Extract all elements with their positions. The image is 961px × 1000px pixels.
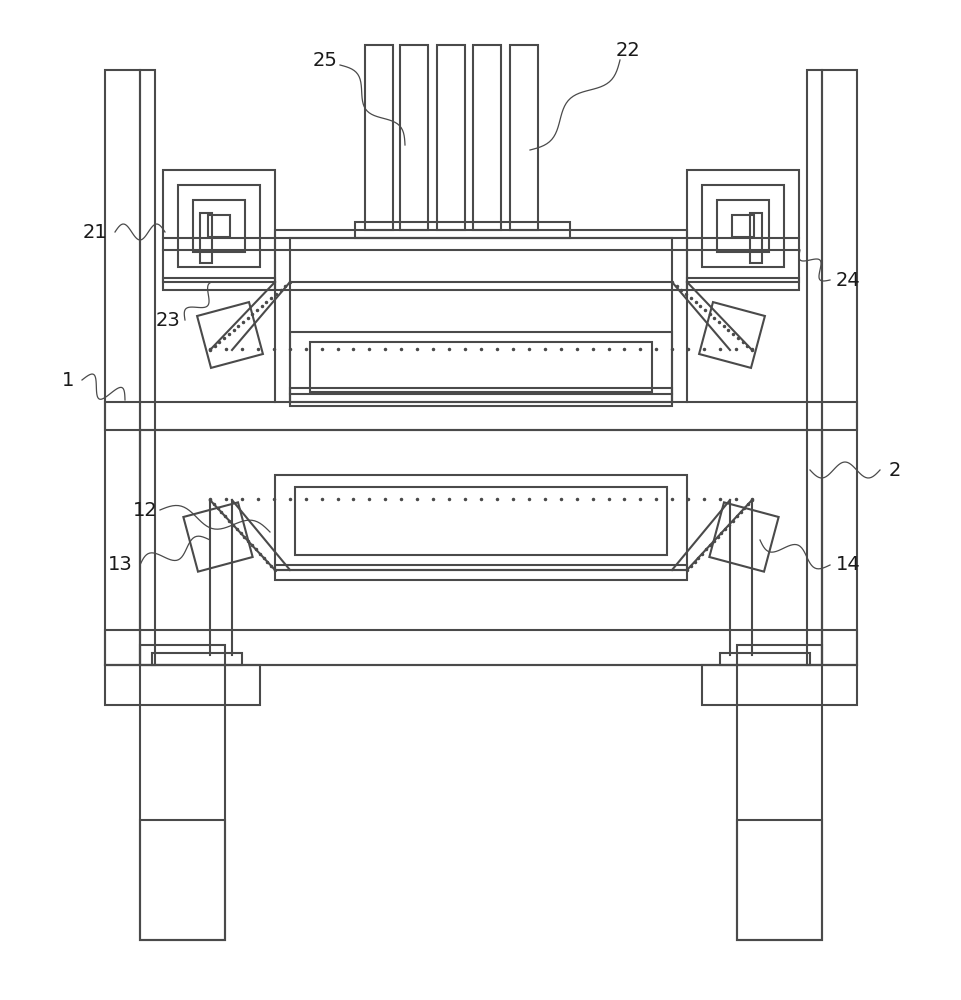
Bar — [750, 213, 761, 263]
Bar — [289, 332, 672, 402]
Polygon shape — [708, 502, 777, 572]
Polygon shape — [184, 502, 253, 572]
Bar — [105, 402, 856, 430]
Bar — [162, 170, 275, 282]
Bar — [140, 820, 225, 940]
Bar — [289, 238, 672, 282]
Bar — [178, 185, 259, 267]
Bar — [473, 45, 501, 230]
Bar — [140, 645, 225, 940]
Bar — [295, 487, 666, 555]
Text: 2: 2 — [888, 460, 900, 480]
Bar — [275, 565, 686, 580]
Bar — [731, 215, 753, 237]
Bar — [821, 70, 856, 665]
Bar — [509, 45, 537, 230]
Bar — [200, 213, 211, 263]
Bar — [105, 630, 856, 665]
Bar — [702, 185, 783, 267]
Bar — [355, 222, 570, 238]
Bar — [140, 70, 155, 665]
Text: 21: 21 — [83, 223, 108, 241]
Bar — [208, 215, 230, 237]
Bar — [436, 45, 464, 230]
Bar — [289, 388, 672, 406]
Bar — [702, 665, 856, 705]
Bar — [193, 200, 245, 252]
Text: 12: 12 — [133, 500, 158, 520]
Bar — [309, 342, 652, 392]
Text: 23: 23 — [156, 310, 180, 330]
Bar — [716, 200, 768, 252]
Bar — [275, 230, 686, 290]
Bar — [105, 665, 259, 705]
Bar — [736, 645, 821, 940]
Bar — [736, 820, 821, 940]
Bar — [686, 278, 799, 290]
Text: 22: 22 — [615, 40, 640, 60]
Bar — [152, 653, 242, 665]
Bar — [806, 70, 821, 665]
Bar — [400, 45, 428, 230]
Text: 1: 1 — [62, 370, 74, 389]
Bar — [686, 170, 799, 282]
Bar — [364, 45, 393, 230]
Bar — [140, 430, 821, 665]
Text: 13: 13 — [108, 556, 133, 574]
Text: 14: 14 — [835, 556, 859, 574]
Text: 24: 24 — [835, 270, 859, 290]
Bar — [105, 70, 140, 665]
Bar — [162, 278, 275, 290]
Bar — [275, 475, 686, 570]
Text: 25: 25 — [312, 50, 337, 70]
Polygon shape — [197, 302, 262, 368]
Polygon shape — [699, 302, 764, 368]
Bar — [719, 653, 809, 665]
